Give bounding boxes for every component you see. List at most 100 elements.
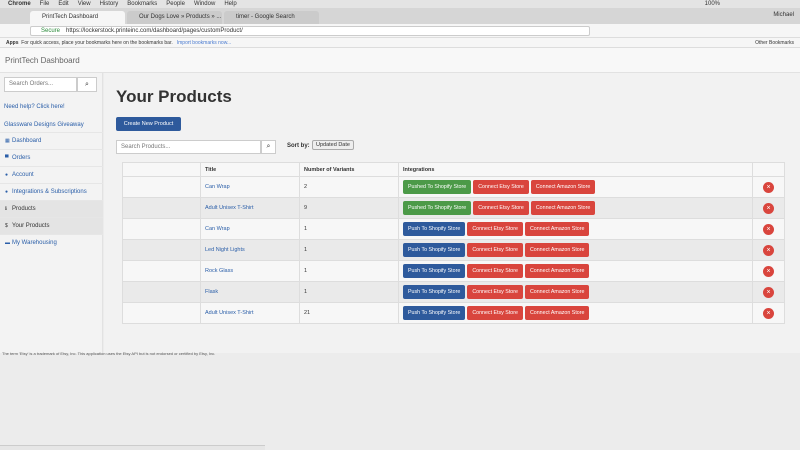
apps[interactable]: Apps bbox=[6, 40, 19, 46]
tab[interactable]: PrintTech Dashboard bbox=[30, 11, 125, 24]
nav-label: Account bbox=[12, 172, 34, 178]
nav-icon: ▬ bbox=[5, 240, 10, 246]
etsy-button[interactable]: Connect Etsy Store bbox=[467, 222, 523, 236]
variant-count: 2 bbox=[299, 176, 399, 198]
sort-select[interactable]: Updated Date bbox=[312, 140, 354, 150]
product-title[interactable]: Can Wrap bbox=[200, 176, 300, 198]
sort-label: Sort by: bbox=[287, 143, 310, 149]
search-button[interactable]: ⌕ bbox=[77, 77, 97, 92]
variant-count: 21 bbox=[299, 302, 399, 324]
help-link[interactable]: Need help? Click here! bbox=[4, 104, 65, 110]
nav-icon: ● bbox=[5, 172, 9, 178]
products-table: Title Number of Variants Integrations Can W… bbox=[122, 162, 785, 324]
shopify-button[interactable]: Push To Shopify Store bbox=[403, 306, 466, 320]
cell: × bbox=[752, 218, 785, 240]
delete-button[interactable]: × bbox=[763, 307, 774, 319]
tab[interactable]: timer - Google Search bbox=[224, 11, 319, 24]
nav-label: Orders bbox=[12, 155, 31, 161]
nav-item[interactable]: ℹ Products bbox=[0, 200, 103, 217]
product-row: Adult Unisex T-Shirt 9 Pushed To Shopify S… bbox=[122, 197, 785, 219]
main: Your Products Create New Product Search … bbox=[104, 73, 800, 353]
menu-bar: Chrome File Edit View History Bookmarks People… bbox=[0, 0, 800, 8]
shopify-button[interactable]: Push To Shopify Store bbox=[403, 222, 466, 236]
other-bookmarks[interactable]: Other Bookmarks bbox=[755, 40, 794, 46]
cell bbox=[122, 176, 201, 198]
product-title[interactable]: Led Night Lights bbox=[200, 239, 300, 261]
profile[interactable]: Michael bbox=[773, 12, 794, 18]
product-title[interactable]: Flask bbox=[200, 281, 300, 303]
footer: The term 'Etsy' is a trademark of Etsy, … bbox=[2, 351, 216, 356]
product-title[interactable]: Rock Glass bbox=[200, 260, 300, 282]
etsy-button[interactable]: Connect Etsy Store bbox=[467, 285, 523, 299]
menu-item[interactable]: Window bbox=[193, 1, 216, 7]
etsy-button[interactable]: Connect Etsy Store bbox=[467, 243, 523, 257]
order-search[interactable]: Search Orders... bbox=[4, 77, 77, 92]
menu-item[interactable]: File bbox=[39, 1, 50, 7]
help-link[interactable]: Glassware Designs Giveaway bbox=[4, 122, 84, 128]
menu-item[interactable]: Edit bbox=[58, 1, 69, 7]
etsy-button[interactable]: Connect Etsy Store bbox=[467, 306, 523, 320]
product-search[interactable]: Search Products... bbox=[116, 140, 261, 154]
create-button[interactable]: Create New Product bbox=[116, 117, 181, 131]
product-row: Can Wrap 1 Push To Shopify Store Connect Et… bbox=[122, 218, 785, 240]
product-row: Led Night Lights 1 Push To Shopify Store Co… bbox=[122, 239, 785, 261]
amazon-button[interactable]: Connect Amazon Store bbox=[524, 306, 590, 320]
product-title[interactable]: Adult Unisex T-Shirt bbox=[200, 302, 300, 324]
nav-label: My Warehousing bbox=[12, 240, 57, 246]
amazon-button[interactable]: Connect Amazon Store bbox=[524, 222, 590, 236]
menu-item[interactable]: Bookmarks bbox=[127, 1, 158, 7]
menu-item[interactable]: Chrome bbox=[8, 1, 31, 7]
amazon-button[interactable]: Connect Amazon Store bbox=[524, 285, 590, 299]
delete-button[interactable]: × bbox=[763, 286, 774, 298]
nav-item[interactable]: $ Your Products bbox=[0, 217, 103, 234]
brand[interactable]: PrintTech Dashboard bbox=[5, 56, 80, 65]
delete-button[interactable]: × bbox=[763, 181, 774, 193]
nav-item[interactable]: ● Integrations & Subscriptions bbox=[0, 183, 103, 200]
product-row: Can Wrap 2 Pushed To Shopify Store Connect … bbox=[122, 176, 785, 198]
delete-button[interactable]: × bbox=[763, 202, 774, 214]
menu-item[interactable]: View bbox=[77, 1, 91, 7]
nav-label: Products bbox=[12, 206, 36, 212]
search-button[interactable]: ⌕ bbox=[261, 140, 276, 154]
shopify-button[interactable]: Push To Shopify Store bbox=[403, 264, 466, 278]
nav-item[interactable]: ▦ Dashboard bbox=[0, 132, 103, 149]
nav-icon: ▦ bbox=[5, 138, 10, 144]
nav-icon: ▀ bbox=[5, 155, 9, 161]
amazon-button[interactable]: Connect Amazon Store bbox=[524, 264, 590, 278]
product-title[interactable]: Adult Unisex T-Shirt bbox=[200, 197, 300, 219]
nav-icon: ℹ bbox=[5, 206, 7, 212]
shopify-button[interactable]: Push To Shopify Store bbox=[403, 243, 466, 257]
etsy-button[interactable]: Connect Etsy Store bbox=[473, 180, 529, 194]
integrations: Push To Shopify Store Connect Etsy Store C… bbox=[398, 281, 753, 303]
menu-item[interactable]: People bbox=[166, 1, 185, 7]
hint: For quick access, place your bookmarks h… bbox=[21, 40, 173, 46]
shopify-button[interactable]: Pushed To Shopify Store bbox=[403, 180, 472, 194]
shopify-button[interactable]: Pushed To Shopify Store bbox=[403, 201, 472, 215]
tab[interactable]: Our Dogs Love » Products » ... bbox=[127, 11, 222, 24]
delete-button[interactable]: × bbox=[763, 265, 774, 277]
nav-icon: $ bbox=[5, 223, 8, 229]
product-row: Flask 1 Push To Shopify Store Connect Etsy … bbox=[122, 281, 785, 303]
amazon-button[interactable]: Connect Amazon Store bbox=[530, 201, 596, 215]
cell bbox=[122, 302, 201, 324]
etsy-button[interactable]: Connect Etsy Store bbox=[467, 264, 523, 278]
nav-item[interactable]: ● Account bbox=[0, 166, 103, 183]
sidebar: Search Orders... ⌕ Need help? Click here… bbox=[0, 73, 103, 353]
shopify-button[interactable]: Push To Shopify Store bbox=[403, 285, 466, 299]
amazon-button[interactable]: Connect Amazon Store bbox=[530, 180, 596, 194]
variant-count: 1 bbox=[299, 260, 399, 282]
product-title[interactable]: Can Wrap bbox=[200, 218, 300, 240]
menu-item[interactable]: History bbox=[99, 1, 119, 7]
menu-item[interactable]: Help bbox=[224, 1, 237, 7]
etsy-button[interactable]: Connect Etsy Store bbox=[473, 201, 529, 215]
nav-item[interactable]: ▀ Orders bbox=[0, 149, 103, 166]
nav-item[interactable]: ▬ My Warehousing bbox=[0, 234, 103, 251]
delete-button[interactable]: × bbox=[763, 223, 774, 235]
toolbar: Secure https://lockerstock.printeinc.com/… bbox=[0, 24, 800, 38]
address-bar[interactable]: Secure https://lockerstock.printeinc.com/… bbox=[30, 26, 590, 36]
delete-button[interactable]: × bbox=[763, 244, 774, 256]
import-link[interactable]: Import bookmarks now... bbox=[176, 40, 232, 46]
amazon-button[interactable]: Connect Amazon Store bbox=[524, 243, 590, 257]
variant-count: 1 bbox=[299, 281, 399, 303]
